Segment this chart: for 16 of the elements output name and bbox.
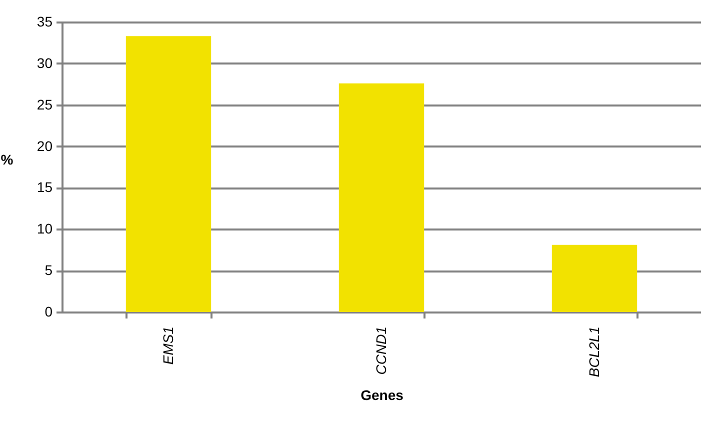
x-tick-label: EMS1: [160, 326, 176, 365]
y-tick-label: 10: [36, 220, 53, 237]
bar: [552, 244, 638, 312]
y-tick-label: 20: [36, 138, 53, 154]
x-axis-title: Genes: [360, 387, 404, 404]
y-tick-label: 35: [36, 14, 53, 30]
y-tick-label: 5: [44, 262, 53, 278]
y-tick-label: 25: [36, 96, 53, 112]
bar: [338, 83, 424, 312]
y-axis-title: %: [0, 152, 14, 168]
bar: [126, 36, 212, 312]
x-tick-label: CCND1: [373, 326, 389, 375]
y-tick-label: 15: [36, 179, 53, 196]
x-tick-label: BCL2L1: [586, 326, 602, 378]
y-tick-label: 0: [44, 304, 53, 320]
y-tick-label: 30: [36, 54, 53, 71]
